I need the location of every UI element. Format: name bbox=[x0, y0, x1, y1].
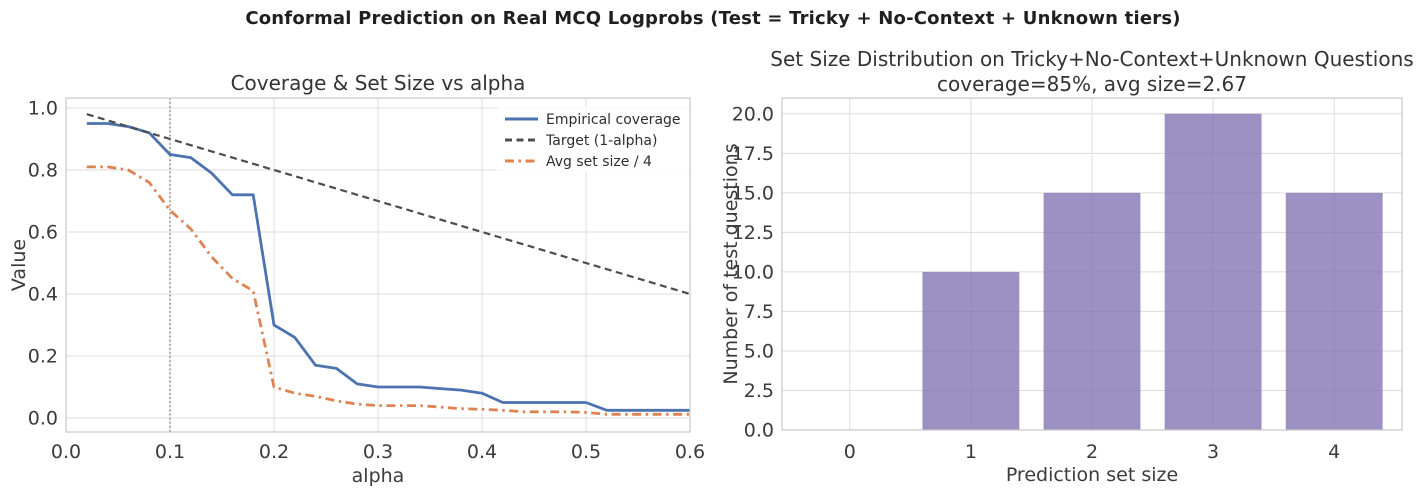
x-tick-label: 1 bbox=[965, 441, 977, 463]
x-axis-label: Prediction set size bbox=[1006, 464, 1178, 486]
y-tick-label: 7.5 bbox=[744, 301, 774, 323]
empirical-coverage-line bbox=[86, 122, 690, 412]
y-tick-label: 17.5 bbox=[732, 143, 774, 165]
legend-label: Avg set size / 4 bbox=[546, 154, 652, 170]
legend-label: Empirical coverage bbox=[546, 112, 681, 128]
plot-border bbox=[781, 97, 1403, 431]
y-tick-label: 15.0 bbox=[732, 182, 774, 204]
chart-title: Set Size Distribution on Tricky+No-Conte… bbox=[770, 47, 1413, 71]
legend-box bbox=[497, 106, 689, 172]
x-tick-label: 0.3 bbox=[363, 441, 393, 463]
y-tick-label: 0.8 bbox=[28, 160, 58, 182]
bar-size-1 bbox=[922, 271, 1020, 430]
coverage-vs-alpha-chart: Empirical coverage Target (1-alpha) Avg se… bbox=[8, 71, 705, 487]
avg-set-size-line bbox=[86, 165, 690, 416]
x-tick-label: 2 bbox=[1086, 441, 1098, 463]
y-tick-label: 0.6 bbox=[28, 222, 58, 244]
chart-subtitle: coverage=85%, avg size=2.67 bbox=[937, 72, 1247, 96]
x-tick-label: 0.6 bbox=[675, 441, 705, 463]
target-line bbox=[86, 113, 691, 296]
figure-title: Conformal Prediction on Real MCQ Logprob… bbox=[245, 8, 1181, 29]
legend-label: Target (1-alpha) bbox=[545, 133, 657, 149]
x-tick-label: 4 bbox=[1328, 441, 1340, 463]
y-tick-label: 10.0 bbox=[732, 261, 774, 283]
y-tick-label: 1.0 bbox=[28, 98, 58, 120]
x-tick-label: 0.2 bbox=[259, 441, 289, 463]
x-tick-label: 3 bbox=[1207, 441, 1219, 463]
x-tick-label: 0.1 bbox=[155, 441, 185, 463]
bar-size-4 bbox=[1285, 192, 1383, 430]
x-tick-label: 0.4 bbox=[467, 441, 497, 463]
y-axis-label: Number of test questions bbox=[720, 143, 742, 384]
y-tick-label: 5.0 bbox=[744, 340, 774, 362]
y-tick-label: 2.5 bbox=[744, 380, 774, 402]
y-tick-label: 12.5 bbox=[732, 222, 774, 244]
x-axis-label: alpha bbox=[352, 465, 405, 487]
x-tick-label: 0 bbox=[844, 441, 856, 463]
chart-title: Coverage & Set Size vs alpha bbox=[231, 71, 526, 95]
set-size-histogram: 0 1 2 3 4 0.0 2.5 5.0 7.5 10.0 12.5 15.0 17.5 20.0 Pre… bbox=[720, 47, 1414, 486]
plot-border bbox=[65, 97, 691, 433]
bar-size-2 bbox=[1043, 192, 1141, 430]
y-tick-label: 0.2 bbox=[28, 346, 58, 368]
y-tick-label: 0.0 bbox=[744, 420, 774, 442]
y-tick-label: 0.0 bbox=[28, 408, 58, 430]
x-tick-label: 0.0 bbox=[51, 441, 81, 463]
y-tick-label: 0.4 bbox=[28, 284, 58, 306]
bar-size-3 bbox=[1164, 113, 1262, 431]
legend: Empirical coverage Target (1-alpha) Avg se… bbox=[497, 106, 689, 172]
y-axis-label: Value bbox=[8, 239, 30, 291]
x-tick-label: 0.5 bbox=[571, 441, 601, 463]
y-tick-label: 20.0 bbox=[732, 103, 774, 125]
